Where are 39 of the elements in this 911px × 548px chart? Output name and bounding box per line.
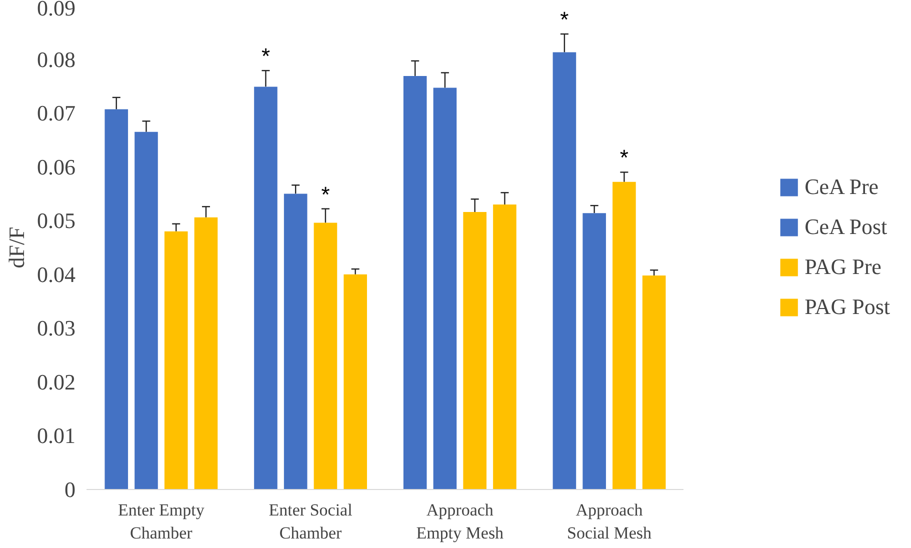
bar [104,109,128,490]
legend-label: PAG Post [804,294,890,320]
data-label: * [560,7,570,32]
bar [463,212,486,490]
bar [433,88,457,490]
y-axis-title: dF/F [4,226,29,268]
y-tick-label: 0.08 [37,46,76,72]
bar [164,231,188,490]
y-tick-label: 0.03 [37,316,76,341]
y-tick-label: 0.01 [37,423,76,448]
x-tick-label: Enter Empty Chamber [118,500,205,542]
bar [493,204,516,490]
y-tick-label: 0.05 [37,208,76,234]
data-label: * [620,145,629,170]
bar [254,86,278,490]
bar [403,76,427,490]
bar [582,213,606,490]
bar [552,52,576,490]
y-tick-label: 0.02 [37,369,76,394]
data-label: * [321,182,330,207]
y-tick-label: 0 [64,477,76,502]
bar [612,182,636,490]
y-tick-label: 0.09 [37,0,76,20]
x-tick-label: Approach Empty Mesh [416,500,504,542]
y-tick-label: 0.07 [37,100,76,126]
y-tick-label: 0.06 [37,154,76,180]
bar [314,222,338,490]
y-tick-label: 0.04 [37,262,76,287]
bar [284,194,308,490]
x-tick-label: Enter Social Chamber [268,500,353,542]
legend-label: CeA Post [804,214,888,240]
legend-label: PAG Pre [804,254,882,280]
data-label: * [261,44,270,69]
legend-label: CeA Pre [804,174,879,200]
bar [642,275,666,490]
bar [194,217,218,490]
x-tick-label: Approach Social Mesh [566,500,652,542]
bar [344,274,367,490]
bar [134,132,158,490]
